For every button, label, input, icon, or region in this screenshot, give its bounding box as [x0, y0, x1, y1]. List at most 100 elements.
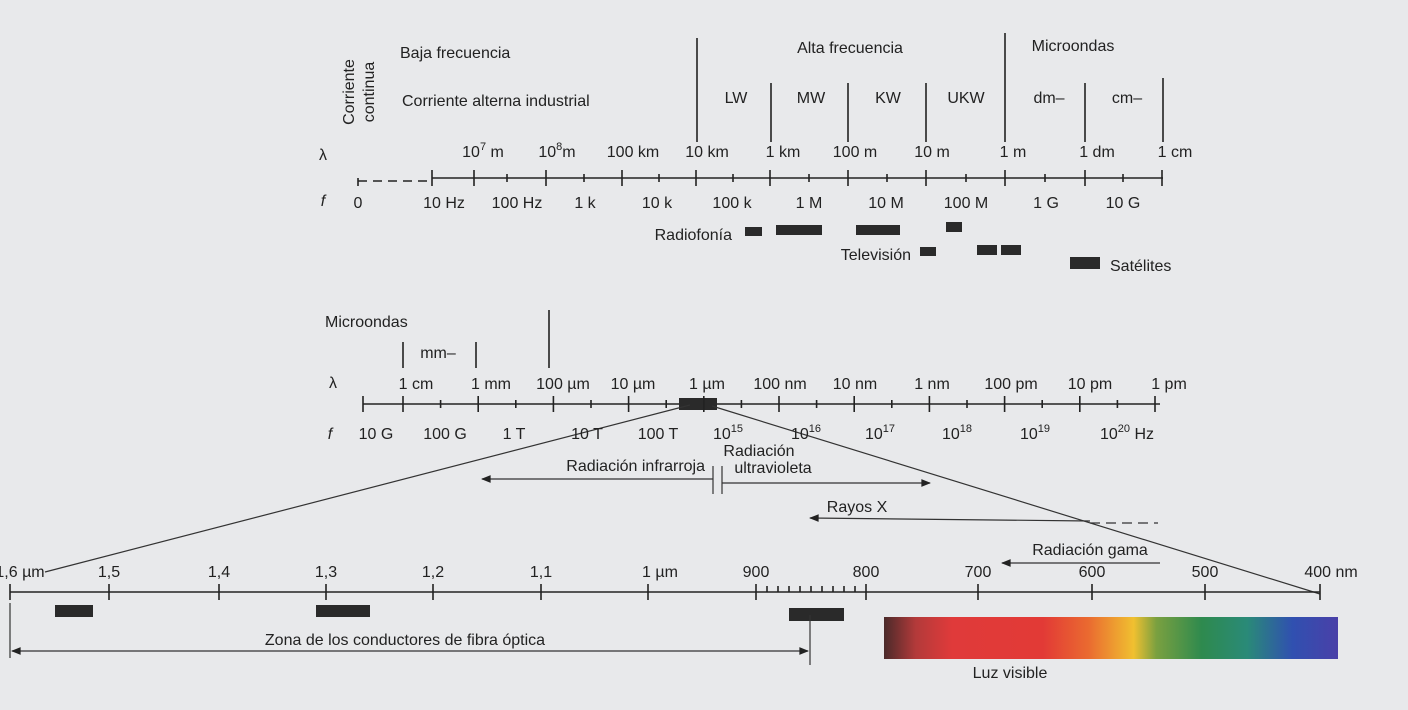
wavelength-label: 1 cm — [1158, 144, 1193, 161]
band-label: KW — [875, 90, 902, 107]
heading: Baja frecuencia — [400, 45, 510, 62]
label-part: 10 — [865, 426, 883, 443]
wavelength-label: 1,6 µm — [0, 564, 45, 581]
superscript: 15 — [731, 423, 743, 435]
frequency-label: 1015 — [713, 423, 743, 443]
label-part: 10 — [791, 426, 809, 443]
frequency-label: 1 G — [1033, 195, 1059, 212]
frequency-label: 10 k — [642, 195, 673, 212]
wavelength-label: 1 mm — [471, 376, 511, 393]
frequency-label: 100 k — [712, 195, 752, 212]
frequency-label: 1 M — [796, 195, 823, 212]
wavelength-label: 400 nm — [1304, 564, 1357, 581]
label-part: 10 — [1020, 426, 1038, 443]
wavelength-label: 100 nm — [753, 376, 806, 393]
wavelength-label: 1,1 — [530, 564, 552, 581]
label-part: m — [486, 144, 504, 161]
heading: Microondas — [325, 314, 408, 331]
symbol: λ — [319, 147, 327, 164]
superscript: 7 — [480, 141, 486, 153]
wavelength-label: 1 km — [766, 144, 801, 161]
frequency-label: 1 T — [503, 426, 526, 443]
wavelength-label: 900 — [743, 564, 770, 581]
symbol: λ — [329, 375, 337, 392]
wavelength-label: 10 µm — [611, 376, 656, 393]
wavelength-label: 107 m — [462, 141, 504, 161]
label-part: 10 — [1100, 426, 1118, 443]
top-axis — [357, 170, 1163, 186]
wavelength-label: 100 pm — [984, 376, 1037, 393]
frequency-label: 1018 — [942, 423, 972, 443]
wavelength-label: 10 pm — [1068, 376, 1112, 393]
superscript: 20 — [1118, 423, 1130, 435]
superscript: 17 — [883, 423, 895, 435]
service-label: Radiofonía — [655, 227, 732, 244]
wavelength-label: 100 m — [833, 144, 877, 161]
superscript: 19 — [1038, 423, 1050, 435]
heading: Alta frecuencia — [797, 40, 903, 57]
wavelength-label: 1,3 — [315, 564, 337, 581]
band-label: dm– — [1033, 90, 1064, 107]
wavelength-label: 800 — [853, 564, 880, 581]
band-label: UKW — [947, 90, 985, 107]
wavelength-label: 1 µm — [642, 564, 678, 581]
frequency-label: 1020 Hz — [1100, 423, 1154, 443]
symbol: f — [321, 193, 327, 210]
superscript: 16 — [809, 423, 821, 435]
superscript: 18 — [960, 423, 972, 435]
band-label: cm– — [1112, 90, 1142, 107]
bottom-axis — [9, 584, 1338, 665]
wavelength-label: 10 m — [914, 144, 950, 161]
wavelength-label: 1,2 — [422, 564, 444, 581]
heading: continua — [361, 62, 378, 123]
region-label: Radiación gama — [1032, 542, 1148, 559]
label-part: 10 — [462, 144, 480, 161]
labels: Baja frecuencia Corriente alterna industr… — [0, 38, 1358, 682]
frequency-label: 100 T — [638, 426, 679, 443]
wavelength-label: 600 — [1079, 564, 1106, 581]
frequency-label: 10 G — [359, 426, 394, 443]
top-dividers — [696, 33, 1164, 142]
heading: Corriente alterna industrial — [402, 93, 590, 110]
wavelength-label: 700 — [965, 564, 992, 581]
frequency-label: 1 k — [574, 195, 596, 212]
band-label: MW — [797, 90, 826, 107]
frequency-label: 100 Hz — [492, 195, 543, 212]
frequency-label: 10 M — [868, 195, 904, 212]
wavelength-label: 1,5 — [98, 564, 120, 581]
wavelength-label: 1 m — [1000, 144, 1027, 161]
label-part: Hz — [1130, 426, 1154, 443]
wavelength-label: 10 km — [685, 144, 729, 161]
frequency-label: 10 G — [1106, 195, 1141, 212]
region-label: Luz visible — [973, 665, 1048, 682]
frequency-label: 10 Hz — [423, 195, 465, 212]
wavelength-label: 500 — [1192, 564, 1219, 581]
symbol: f — [328, 426, 334, 443]
frequency-label: 1017 — [865, 423, 895, 443]
band-label: LW — [725, 90, 749, 107]
frequency-label: 1016 — [791, 423, 821, 443]
wavelength-label: 1 dm — [1079, 144, 1115, 161]
region-label: Radiación — [723, 443, 794, 460]
frequency-label: 100 G — [423, 426, 467, 443]
label-part: 10 — [942, 426, 960, 443]
superscript: 8 — [556, 141, 562, 153]
frequency-label: 1019 — [1020, 423, 1050, 443]
service-label: Televisión — [841, 247, 911, 264]
wavelength-label: 100 km — [607, 144, 659, 161]
heading: Microondas — [1032, 38, 1115, 55]
label-part: m — [562, 144, 575, 161]
service-label: Satélites — [1110, 258, 1171, 275]
frequency-label: 10 T — [571, 426, 603, 443]
label-part: 10 — [538, 144, 556, 161]
band-label: mm– — [420, 345, 456, 362]
wavelength-label: 1 µm — [689, 376, 725, 393]
wavelength-label: 1 cm — [399, 376, 434, 393]
frequency-label: 100 M — [944, 195, 988, 212]
region-label: Rayos X — [827, 499, 888, 516]
region-label: Zona de los conductores de fibra óptica — [265, 632, 545, 649]
label-part: 10 — [713, 426, 731, 443]
wavelength-label: 1,4 — [208, 564, 230, 581]
wavelength-label: 10 nm — [833, 376, 877, 393]
